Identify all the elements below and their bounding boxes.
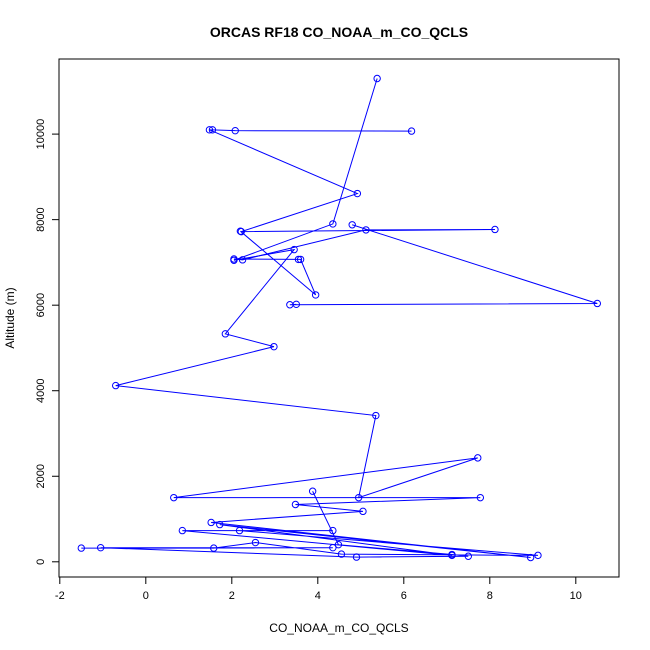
y-tick-label-2: 4000	[35, 378, 47, 402]
data-point-1-13	[236, 227, 245, 235]
data-point-0-7	[372, 411, 380, 420]
data-point-0-18	[178, 526, 187, 535]
data-point-0-4	[221, 330, 230, 338]
data-point-0-11	[476, 493, 485, 502]
data-point-0-19	[329, 526, 337, 535]
data-point-1-6	[491, 225, 499, 234]
plot-frame	[58, 58, 620, 578]
series-0	[77, 74, 542, 562]
data-point-1-12	[311, 291, 320, 299]
y-tick-label-3: 6000	[35, 293, 47, 317]
x-tick-label-5: 8	[487, 590, 493, 602]
data-point-0-28	[352, 553, 361, 561]
data-point-1-8	[238, 256, 247, 264]
y-tick-label-5: 10000	[35, 119, 47, 150]
data-point-0-20	[235, 526, 244, 535]
data-point-0-15	[526, 553, 535, 562]
series-layer	[77, 74, 601, 562]
data-point-0-10	[170, 493, 178, 502]
x-axis: -2 0 2 4 6 8 10	[55, 577, 582, 602]
data-point-0-25	[77, 544, 86, 552]
data-point-0-30	[448, 550, 456, 559]
series-2	[286, 221, 601, 309]
data-point-0-3	[290, 245, 298, 254]
data-point-0-13	[359, 507, 367, 516]
data-point-0-8	[354, 493, 363, 502]
data-point-2-3	[292, 300, 300, 309]
y-axis-label: Altitude (m)	[3, 287, 17, 348]
data-point-1-11	[296, 255, 305, 264]
data-point-1-1	[231, 126, 239, 135]
data-point-1-4	[353, 189, 362, 198]
data-point-0-1	[329, 220, 337, 228]
x-tick-label-6: 10	[570, 590, 582, 602]
data-point-1-3	[205, 126, 214, 134]
data-point-2-0	[348, 221, 356, 229]
x-tick-label-2: 2	[229, 590, 235, 602]
data-point-1-2	[208, 126, 217, 134]
data-point-0-22	[337, 550, 346, 558]
data-point-0-32	[308, 487, 317, 495]
series-line-0	[81, 78, 539, 559]
data-point-0-0	[373, 74, 381, 83]
x-tick-label-1: 0	[143, 590, 149, 602]
y-tick-label-4: 8000	[35, 207, 47, 231]
data-point-0-26	[329, 543, 337, 552]
x-axis-label: CO_NOAA_m_CO_QCLS	[269, 621, 408, 635]
data-point-0-23	[251, 538, 260, 547]
data-point-0-21	[534, 551, 542, 560]
chart-title: ORCAS RF18 CO_NOAA_m_CO_QCLS	[210, 24, 468, 40]
y-axis: 0 2000 4000 6000 8000 10000	[35, 119, 59, 565]
x-tick-label-0: -2	[55, 590, 65, 602]
y-tick-label-0: 0	[35, 559, 47, 565]
x-tick-label-3: 4	[315, 590, 321, 602]
x-tick-label-4: 6	[401, 590, 407, 602]
data-point-0-16	[216, 520, 224, 529]
y-tick-label-1: 2000	[35, 464, 47, 488]
series-1	[205, 126, 499, 299]
data-point-0-9	[474, 454, 482, 462]
data-point-1-9	[230, 255, 238, 263]
data-point-0-14	[207, 518, 215, 527]
data-point-1-10	[294, 255, 303, 264]
data-point-0-29	[464, 552, 472, 560]
data-point-0-27	[96, 543, 105, 552]
data-point-0-6	[112, 381, 120, 390]
data-point-0-5	[270, 342, 278, 351]
data-point-1-0	[407, 127, 416, 135]
data-point-0-12	[291, 500, 300, 509]
series-line-1	[209, 129, 495, 296]
data-point-0-31	[334, 540, 343, 549]
data-point-2-1	[593, 299, 601, 308]
data-point-0-24	[210, 544, 218, 552]
